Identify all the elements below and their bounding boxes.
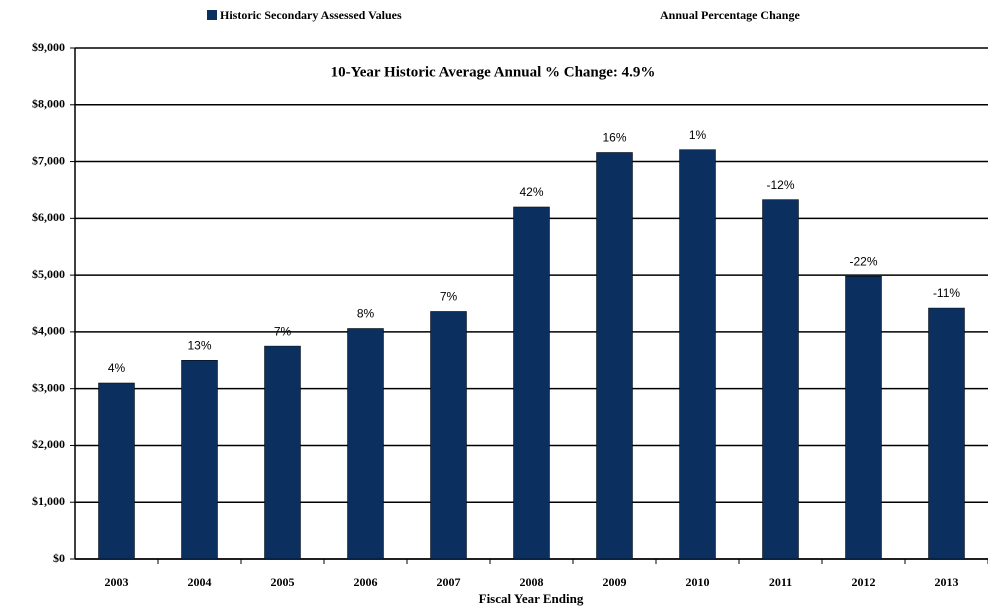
y-tick-label: $5,000 [32, 267, 65, 281]
bar [845, 275, 882, 560]
data-label: 16% [602, 131, 626, 145]
y-tick-label: $0 [53, 551, 65, 565]
data-label: 7% [440, 290, 458, 304]
bar [513, 206, 550, 560]
data-label: 8% [357, 307, 375, 321]
y-tick-label: $4,000 [32, 324, 65, 338]
x-tick-label: 2008 [520, 575, 544, 589]
y-tick-label: $2,000 [32, 437, 65, 451]
x-tick-label: 2006 [354, 575, 378, 589]
data-label: -12% [766, 178, 794, 192]
legend-label: Historic Secondary Assessed Values [220, 8, 402, 22]
data-label: -11% [933, 286, 960, 300]
y-tick-label: $3,000 [32, 380, 65, 394]
bar [347, 328, 384, 560]
data-label: 7% [274, 324, 292, 338]
x-tick-label: 2005 [271, 575, 295, 589]
x-tick-label: 2010 [686, 575, 710, 589]
y-tick-label: $8,000 [32, 97, 65, 111]
data-label: -22% [849, 254, 877, 268]
legend-swatch [207, 10, 217, 20]
x-tick-label: 2009 [603, 575, 627, 589]
bar [596, 152, 633, 560]
data-label: 13% [187, 338, 211, 352]
y-tick-label: $1,000 [32, 494, 65, 508]
y-tick-label: $7,000 [32, 153, 65, 167]
bar [98, 382, 135, 560]
x-axis-label: Fiscal Year Ending [479, 591, 584, 606]
x-tick-label: 2011 [769, 575, 792, 589]
bar [264, 345, 301, 560]
bar [928, 307, 965, 560]
bar [181, 360, 218, 560]
bar [679, 149, 716, 560]
annotation: 10-Year Historic Average Annual % Change… [331, 64, 656, 80]
data-label: 42% [519, 185, 543, 199]
x-tick-label: 2012 [852, 575, 876, 589]
data-label: 4% [108, 361, 126, 375]
y-tick-label: $6,000 [32, 210, 65, 224]
y-tick-label: $9,000 [32, 40, 65, 54]
x-tick-label: 2003 [105, 575, 129, 589]
bar [762, 199, 799, 560]
x-tick-label: 2007 [437, 575, 461, 589]
x-tick-label: 2013 [935, 575, 959, 589]
data-label: 1% [689, 128, 707, 142]
bar [430, 311, 467, 560]
legend-label: Annual Percentage Change [660, 8, 800, 22]
x-tick-label: 2004 [188, 575, 212, 589]
